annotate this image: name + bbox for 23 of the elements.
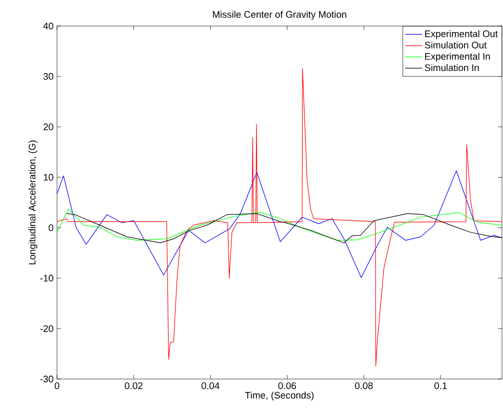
y-tick-label: 20	[44, 123, 54, 130]
x-axis-title: Time, (Seconds)	[245, 392, 314, 400]
legend-label: Simulation Out	[424, 41, 487, 48]
y-tick-label: -30	[40, 376, 54, 382]
y-tick-label: 30	[43, 73, 54, 80]
y-tick-label: -20	[40, 325, 54, 332]
y-tick-label: 40	[43, 22, 54, 30]
chart-title: Missile Center of Gravity Motion	[212, 10, 346, 20]
x-tick-label: 0.02	[124, 382, 142, 390]
y-tick-label: 0	[48, 224, 54, 232]
line-series	[57, 208, 502, 241]
y-axis-title: Longitudinal Acceleration, (G)	[28, 140, 38, 264]
x-tick-label: 0.1	[434, 382, 447, 390]
legend-label: Simulation In	[424, 64, 479, 72]
y-tick-label: -10	[40, 274, 54, 282]
y-tick-label: 10	[44, 174, 54, 181]
line-series	[57, 170, 502, 278]
legend-label: Experimental Out	[425, 30, 498, 40]
x-tick-label: 0.06	[278, 382, 296, 390]
legend-label: Experimental In	[425, 52, 490, 62]
x-tick-label: 0.04	[202, 382, 220, 390]
x-tick-label: 0	[54, 382, 60, 390]
x-tick-label: 0.08	[355, 382, 373, 390]
